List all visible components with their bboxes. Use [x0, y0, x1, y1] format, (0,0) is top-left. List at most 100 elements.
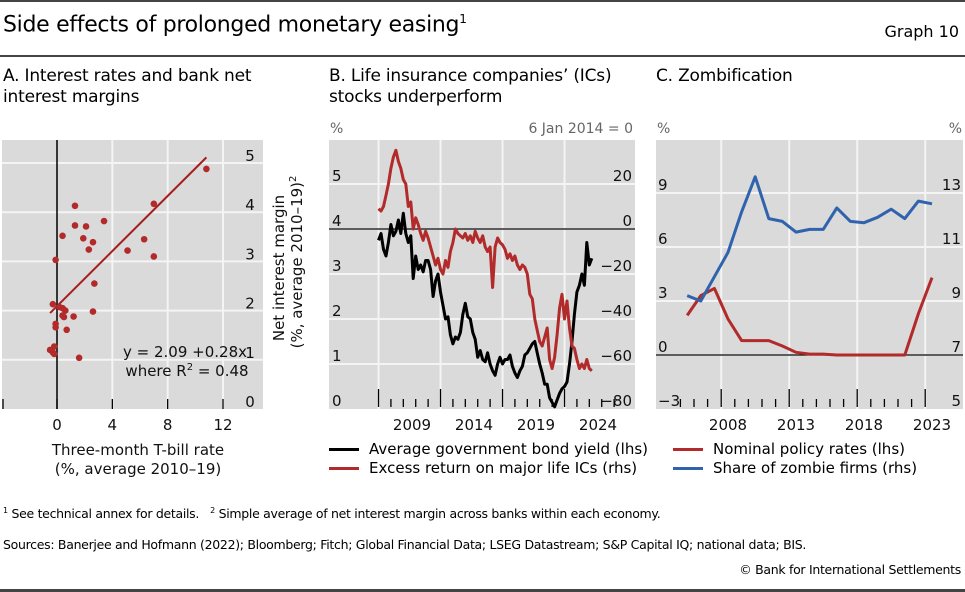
sources: Sources: Banerjee and Hofmann (2022); Bl… — [3, 537, 807, 552]
panel-a-r-squared: where R2 = 0.48 — [125, 362, 248, 380]
panel-a-xtick-label: 12 — [213, 416, 232, 434]
panel-c-legend: Nominal policy rates (lhs) Share of zomb… — [673, 440, 917, 478]
panel-b-ytick-right-label: −60 — [600, 347, 632, 365]
panel-b-xtick-label: 2014 — [455, 416, 493, 434]
top-rule — [0, 0, 965, 2]
panel-c-plot-area — [656, 140, 963, 409]
panel-a-data-point — [150, 253, 158, 260]
panel-c-series-policy-rates — [685, 277, 934, 357]
panel-a-ytick-label: 2 — [245, 295, 255, 313]
panel-a-data-point — [203, 165, 210, 173]
panel-a-data-point — [85, 246, 93, 253]
panel-a-data-point — [89, 308, 97, 315]
panel-a-data-point — [50, 350, 58, 358]
panel-a-data-point — [52, 256, 59, 264]
panel-a-data-point — [49, 300, 57, 308]
panel-a-data-point — [100, 217, 108, 225]
panel-c-ytick-right-label: 13 — [942, 176, 961, 194]
legend-swatch-red — [329, 467, 359, 470]
legend-swatch-red — [673, 448, 703, 451]
panel-c-ytick-left-label: 0 — [658, 338, 668, 356]
panel-a-data-point — [71, 222, 79, 229]
panel-c-right-unit: % — [949, 121, 962, 137]
panel-a-ytick-label: 3 — [245, 245, 255, 263]
panel-b-ytick-right-label: −80 — [600, 392, 632, 410]
panel-a-equation: y = 2.09 +0.28x — [123, 343, 247, 361]
panel-a-xtick-label: 8 — [163, 416, 173, 434]
panel-a-ylabel-2: (%, average 2010–19)2 — [288, 176, 306, 349]
panel-c-ytick-right-label: 9 — [951, 284, 961, 302]
panel-a-data-point — [82, 223, 90, 230]
legend-swatch-blue — [673, 467, 703, 470]
legend-item-excess-return: Excess return on major life ICs (rhs) — [329, 459, 648, 478]
legend-item-policy-rates: Nominal policy rates (lhs) — [673, 440, 917, 459]
panel-a-xlabel-2: (%, average 2010–19) — [55, 460, 221, 478]
panel-a-ytick-label: 1 — [245, 344, 255, 362]
panel-a-data-point — [60, 313, 68, 321]
panel-a-data-point — [89, 238, 97, 246]
panel-a-xlabel: Three-month T-bill rate — [51, 441, 224, 459]
panel-a-xtick-label: 4 — [108, 416, 118, 434]
panel-b-ytick-left-label: 5 — [332, 167, 342, 185]
graph-number: Graph 10 — [884, 22, 959, 41]
panel-c-ytick-right-label: 7 — [951, 338, 961, 356]
panel-a-data-point — [124, 247, 131, 254]
panel-a-xtick-label: 0 — [52, 416, 62, 434]
bottom-rule — [0, 589, 965, 592]
panel-b-ytick-right-label: −40 — [600, 302, 632, 320]
panel-c-ytick-left-label: 9 — [658, 176, 668, 194]
panel-a-data-point — [150, 200, 158, 208]
panel-a-regression-line — [49, 156, 208, 314]
panel-b-right-unit: 6 Jan 2014 = 0 — [528, 121, 633, 137]
panel-b-series-bond-yield — [377, 211, 594, 409]
chart-title: Side effects of prolonged monetary easin… — [3, 12, 467, 38]
panel-a-ytick-label: 0 — [245, 393, 255, 411]
legend-item-zombie-share: Share of zombie firms (rhs) — [673, 459, 917, 478]
panel-b-ytick-left-label: 2 — [332, 302, 342, 320]
panel-b-xtick-label: 2009 — [393, 416, 431, 434]
panel-a-data-point — [71, 202, 79, 210]
panel-b-ytick-right-label: 0 — [622, 212, 632, 230]
footnotes: 1 See technical annex for details. 2 Sim… — [3, 506, 661, 522]
panel-c-ytick-left-label: −3 — [658, 392, 680, 410]
legend-swatch-black — [329, 448, 359, 451]
panel-b-ytick-left-label: 0 — [332, 392, 342, 410]
panel-b-xtick-label: 2024 — [579, 416, 617, 434]
panel-b-ytick-left-label: 3 — [332, 257, 342, 275]
panel-a-ylabel: Net interest margin — [270, 195, 288, 341]
panel-c-xtick-label: 2013 — [777, 416, 815, 434]
panel-c-ytick-left-label: 3 — [658, 284, 668, 302]
panel-c-ytick-right-label: 11 — [942, 230, 961, 248]
panel-a-data-point — [59, 232, 66, 240]
panel-b-series-excess-return — [377, 148, 593, 372]
panel-a-data-point — [70, 313, 77, 320]
panel-a-title: A. Interest rates and bank net interest … — [3, 66, 252, 107]
panel-a-data-point — [140, 235, 148, 243]
panel-a-data-point — [91, 280, 98, 287]
panel-c-xtick-label: 2023 — [913, 416, 951, 434]
panel-c-xtick-label: 2018 — [845, 416, 883, 434]
copyright: © Bank for International Settlements — [739, 562, 961, 577]
panel-c-xtick-label: 2008 — [709, 416, 747, 434]
panel-a-data-point — [75, 354, 83, 362]
panel-a-plot-area — [2, 140, 263, 409]
title-rule — [0, 55, 965, 57]
panel-a-data-point — [52, 324, 59, 331]
panel-b-ytick-right-label: −20 — [600, 257, 632, 275]
title-footnote-mark: 1 — [459, 12, 467, 26]
legend-item-bond-yield: Average government bond yield (lhs) — [329, 440, 648, 459]
panel-a-data-point — [62, 307, 69, 314]
panel-c-title: C. Zombification — [656, 66, 793, 86]
panel-b-legend: Average government bond yield (lhs) Exce… — [329, 440, 648, 478]
panel-b-ytick-left-label: 4 — [332, 212, 342, 230]
panel-b-left-unit: % — [330, 121, 343, 137]
panel-c-series-zombie-share — [686, 175, 933, 303]
panel-b-ytick-right-label: 20 — [613, 167, 632, 185]
panel-a-data-point — [79, 234, 87, 242]
panel-c-ytick-left-label: 6 — [658, 230, 668, 248]
panel-a-data-point — [63, 326, 70, 334]
panel-b-xtick-label: 2019 — [517, 416, 555, 434]
panel-a-ytick-label: 5 — [245, 147, 255, 165]
panel-c-left-unit: % — [657, 121, 670, 137]
